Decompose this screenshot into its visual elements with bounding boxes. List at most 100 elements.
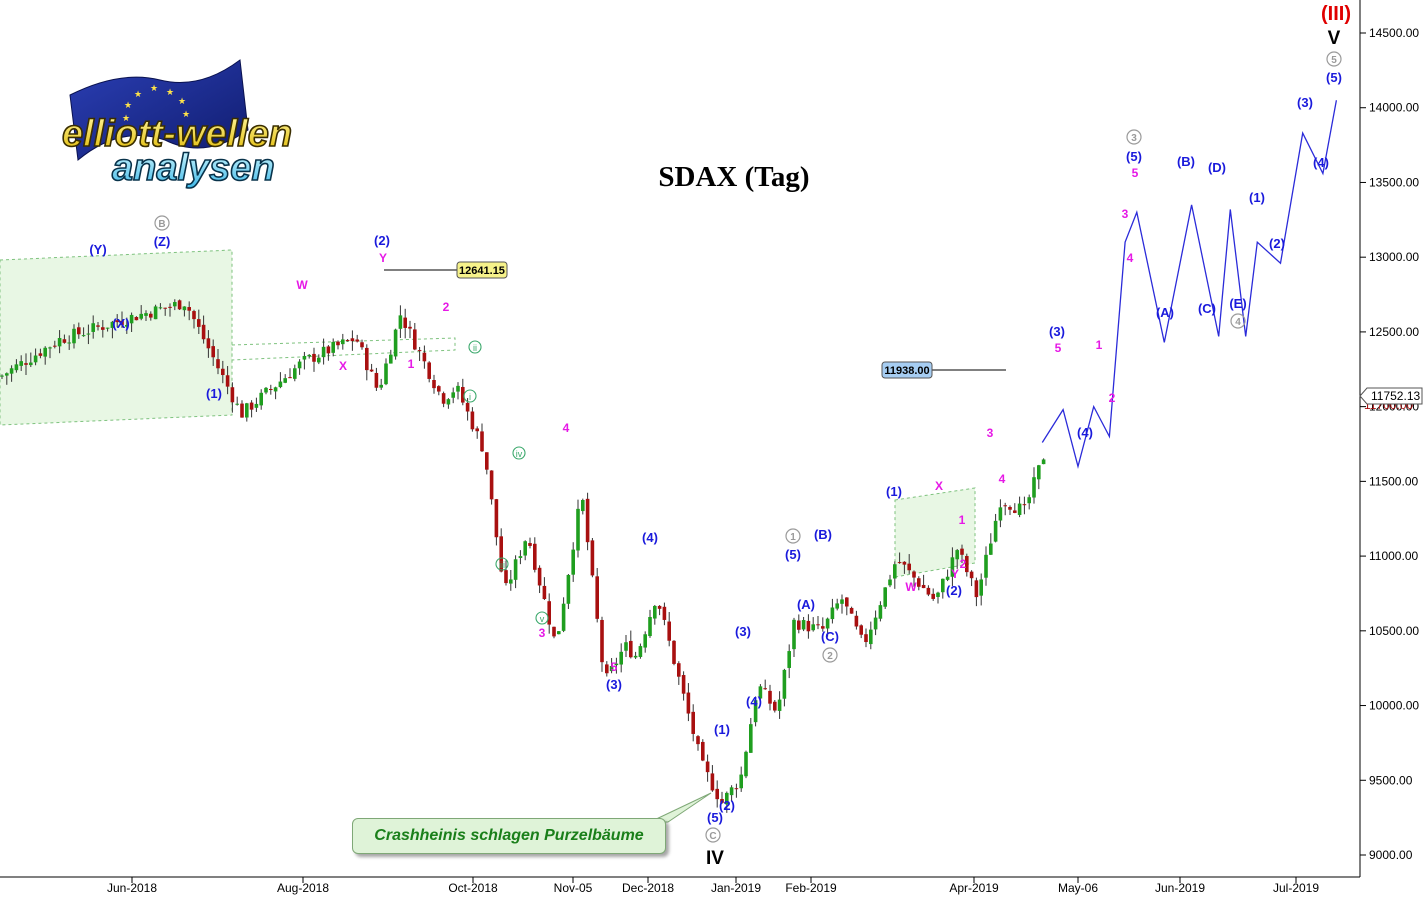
candle-body — [149, 313, 153, 318]
candle-body — [854, 615, 859, 627]
candle-body — [38, 353, 43, 356]
x-tick-label: Apr-2019 — [949, 881, 999, 895]
candle-body — [408, 326, 412, 329]
candle-body — [537, 567, 542, 586]
candle-body — [585, 498, 590, 543]
candle-body — [547, 601, 551, 625]
wave-label: (4) — [642, 530, 658, 545]
candle-body — [427, 362, 431, 379]
wave-circle — [463, 389, 477, 403]
candle-body — [605, 664, 609, 674]
candle-body — [489, 470, 494, 500]
candle-body — [657, 605, 662, 609]
candle-body — [389, 354, 393, 364]
channel-2018 — [0, 249, 233, 426]
candle-body — [225, 375, 230, 387]
wave-label: (1) — [206, 386, 222, 401]
wave-label: 3 — [987, 426, 994, 440]
candle-body — [307, 354, 311, 357]
svg-text:★: ★ — [166, 88, 174, 98]
wave-label: W — [905, 580, 917, 594]
candle-body — [744, 751, 748, 777]
y-tick-label: 10000.00 — [1369, 699, 1419, 713]
wave-label: B — [158, 219, 165, 230]
candle-body — [125, 324, 129, 327]
wave-label: 5 — [611, 660, 618, 674]
candle-body — [259, 392, 263, 406]
wave-label: (1) — [886, 484, 902, 499]
y-tick-label: 11000.00 — [1369, 549, 1418, 563]
svg-text:★: ★ — [134, 90, 142, 100]
wave-label: 3 — [539, 626, 546, 640]
candle-body — [1003, 505, 1007, 507]
candle-body — [619, 651, 623, 665]
candle-body — [528, 543, 532, 546]
candle-body — [859, 625, 863, 635]
candle-body — [360, 342, 364, 348]
candle-body — [494, 499, 499, 538]
candle-body — [609, 665, 614, 672]
callout-text: Crashheinis schlagen Purzelbäume — [374, 827, 644, 844]
candle-body — [384, 363, 388, 385]
wave-label: 1 — [408, 357, 415, 371]
wave-label: 5 — [1132, 166, 1139, 180]
wave-label: (4) — [1077, 425, 1093, 440]
candle-body — [955, 550, 959, 560]
candle-body — [129, 314, 134, 324]
candle-body — [902, 561, 907, 565]
wave-label: (4) — [1313, 155, 1329, 170]
candle-body — [787, 651, 791, 668]
candle-body — [734, 788, 739, 790]
candle-body — [341, 339, 345, 345]
wave-label: (C) — [1198, 301, 1216, 316]
candle-body — [475, 428, 479, 432]
candle-body — [1027, 497, 1031, 504]
candle-body — [393, 329, 398, 357]
wave-label: 2 — [960, 557, 967, 571]
candle-body — [710, 773, 715, 791]
candle-body — [302, 355, 307, 360]
candle-body — [797, 620, 801, 630]
candle-body — [153, 306, 158, 320]
candle-body — [182, 306, 187, 311]
y-tick-label: 11500.00 — [1369, 474, 1418, 488]
wave-label: v — [540, 614, 545, 624]
x-tick-label: Nov-05 — [554, 881, 593, 895]
candle-body — [969, 571, 974, 579]
x-tick-label: May-06 — [1058, 881, 1098, 895]
candle-body — [173, 302, 177, 307]
candle-body — [456, 385, 460, 392]
candle-body — [437, 386, 441, 392]
wave-label: 4 — [999, 472, 1006, 486]
candle-body — [571, 549, 575, 575]
x-axis-ticks: Jun-2018 Aug-2018 Oct-2018 Nov-05 Dec-2018 Ja… — [107, 877, 1319, 895]
candle-body — [777, 699, 782, 711]
wave-circle — [1126, 129, 1142, 145]
candle-body — [542, 585, 547, 600]
candle-body — [518, 556, 523, 558]
high-price-flag: 12641.15 — [456, 261, 508, 279]
candle-body — [667, 621, 671, 641]
y-tick-label: 12500.00 — [1369, 325, 1419, 339]
candle-body — [67, 342, 71, 344]
candle-body — [907, 563, 911, 571]
wave-label: (1) — [1249, 190, 1265, 205]
candle-body — [576, 508, 580, 551]
candle-body — [753, 700, 758, 723]
candle-body — [643, 634, 647, 648]
candle-body — [840, 599, 844, 604]
wave-label: Y — [379, 251, 387, 265]
candle-body — [873, 617, 878, 630]
candle-body — [912, 571, 916, 578]
candle-body — [739, 774, 743, 789]
wave-label: (5) — [785, 547, 801, 562]
candle-body — [398, 315, 403, 329]
candle-body — [653, 605, 657, 619]
candle-body — [192, 311, 196, 320]
wave-label: (A) — [797, 597, 815, 612]
candle-body — [566, 574, 571, 604]
candle-body — [451, 392, 455, 398]
candle-body — [19, 361, 23, 366]
channel-2019 — [894, 487, 976, 578]
y-tick-label: 13000.00 — [1369, 250, 1419, 264]
